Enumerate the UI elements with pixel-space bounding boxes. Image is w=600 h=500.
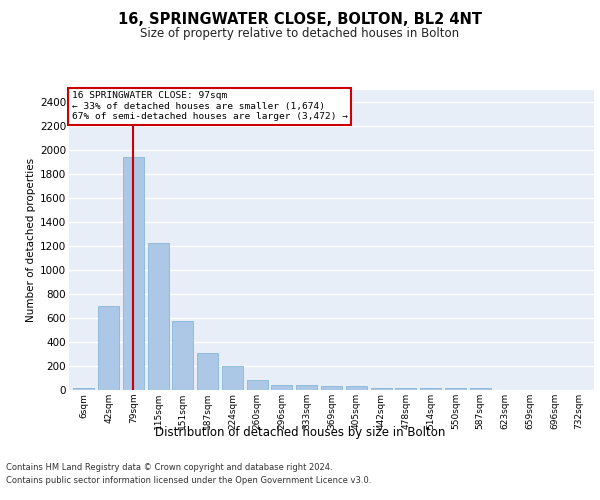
Bar: [346, 386, 367, 390]
Bar: [470, 388, 491, 390]
Bar: [395, 388, 416, 390]
Text: Contains public sector information licensed under the Open Government Licence v3: Contains public sector information licen…: [6, 476, 371, 485]
Bar: [197, 354, 218, 390]
Bar: [148, 243, 169, 390]
Text: Distribution of detached houses by size in Bolton: Distribution of detached houses by size …: [155, 426, 445, 439]
Text: Contains HM Land Registry data © Crown copyright and database right 2024.: Contains HM Land Registry data © Crown c…: [6, 464, 332, 472]
Text: 16 SPRINGWATER CLOSE: 97sqm
← 33% of detached houses are smaller (1,674)
67% of : 16 SPRINGWATER CLOSE: 97sqm ← 33% of det…: [71, 92, 347, 122]
Bar: [98, 306, 119, 390]
Bar: [123, 157, 144, 390]
Bar: [247, 380, 268, 390]
Bar: [371, 388, 392, 390]
Y-axis label: Number of detached properties: Number of detached properties: [26, 158, 36, 322]
Bar: [271, 384, 292, 390]
Bar: [321, 386, 342, 390]
Bar: [445, 388, 466, 390]
Bar: [420, 388, 441, 390]
Text: 16, SPRINGWATER CLOSE, BOLTON, BL2 4NT: 16, SPRINGWATER CLOSE, BOLTON, BL2 4NT: [118, 12, 482, 28]
Bar: [296, 385, 317, 390]
Bar: [222, 366, 243, 390]
Bar: [172, 321, 193, 390]
Text: Size of property relative to detached houses in Bolton: Size of property relative to detached ho…: [140, 28, 460, 40]
Bar: [73, 388, 94, 390]
